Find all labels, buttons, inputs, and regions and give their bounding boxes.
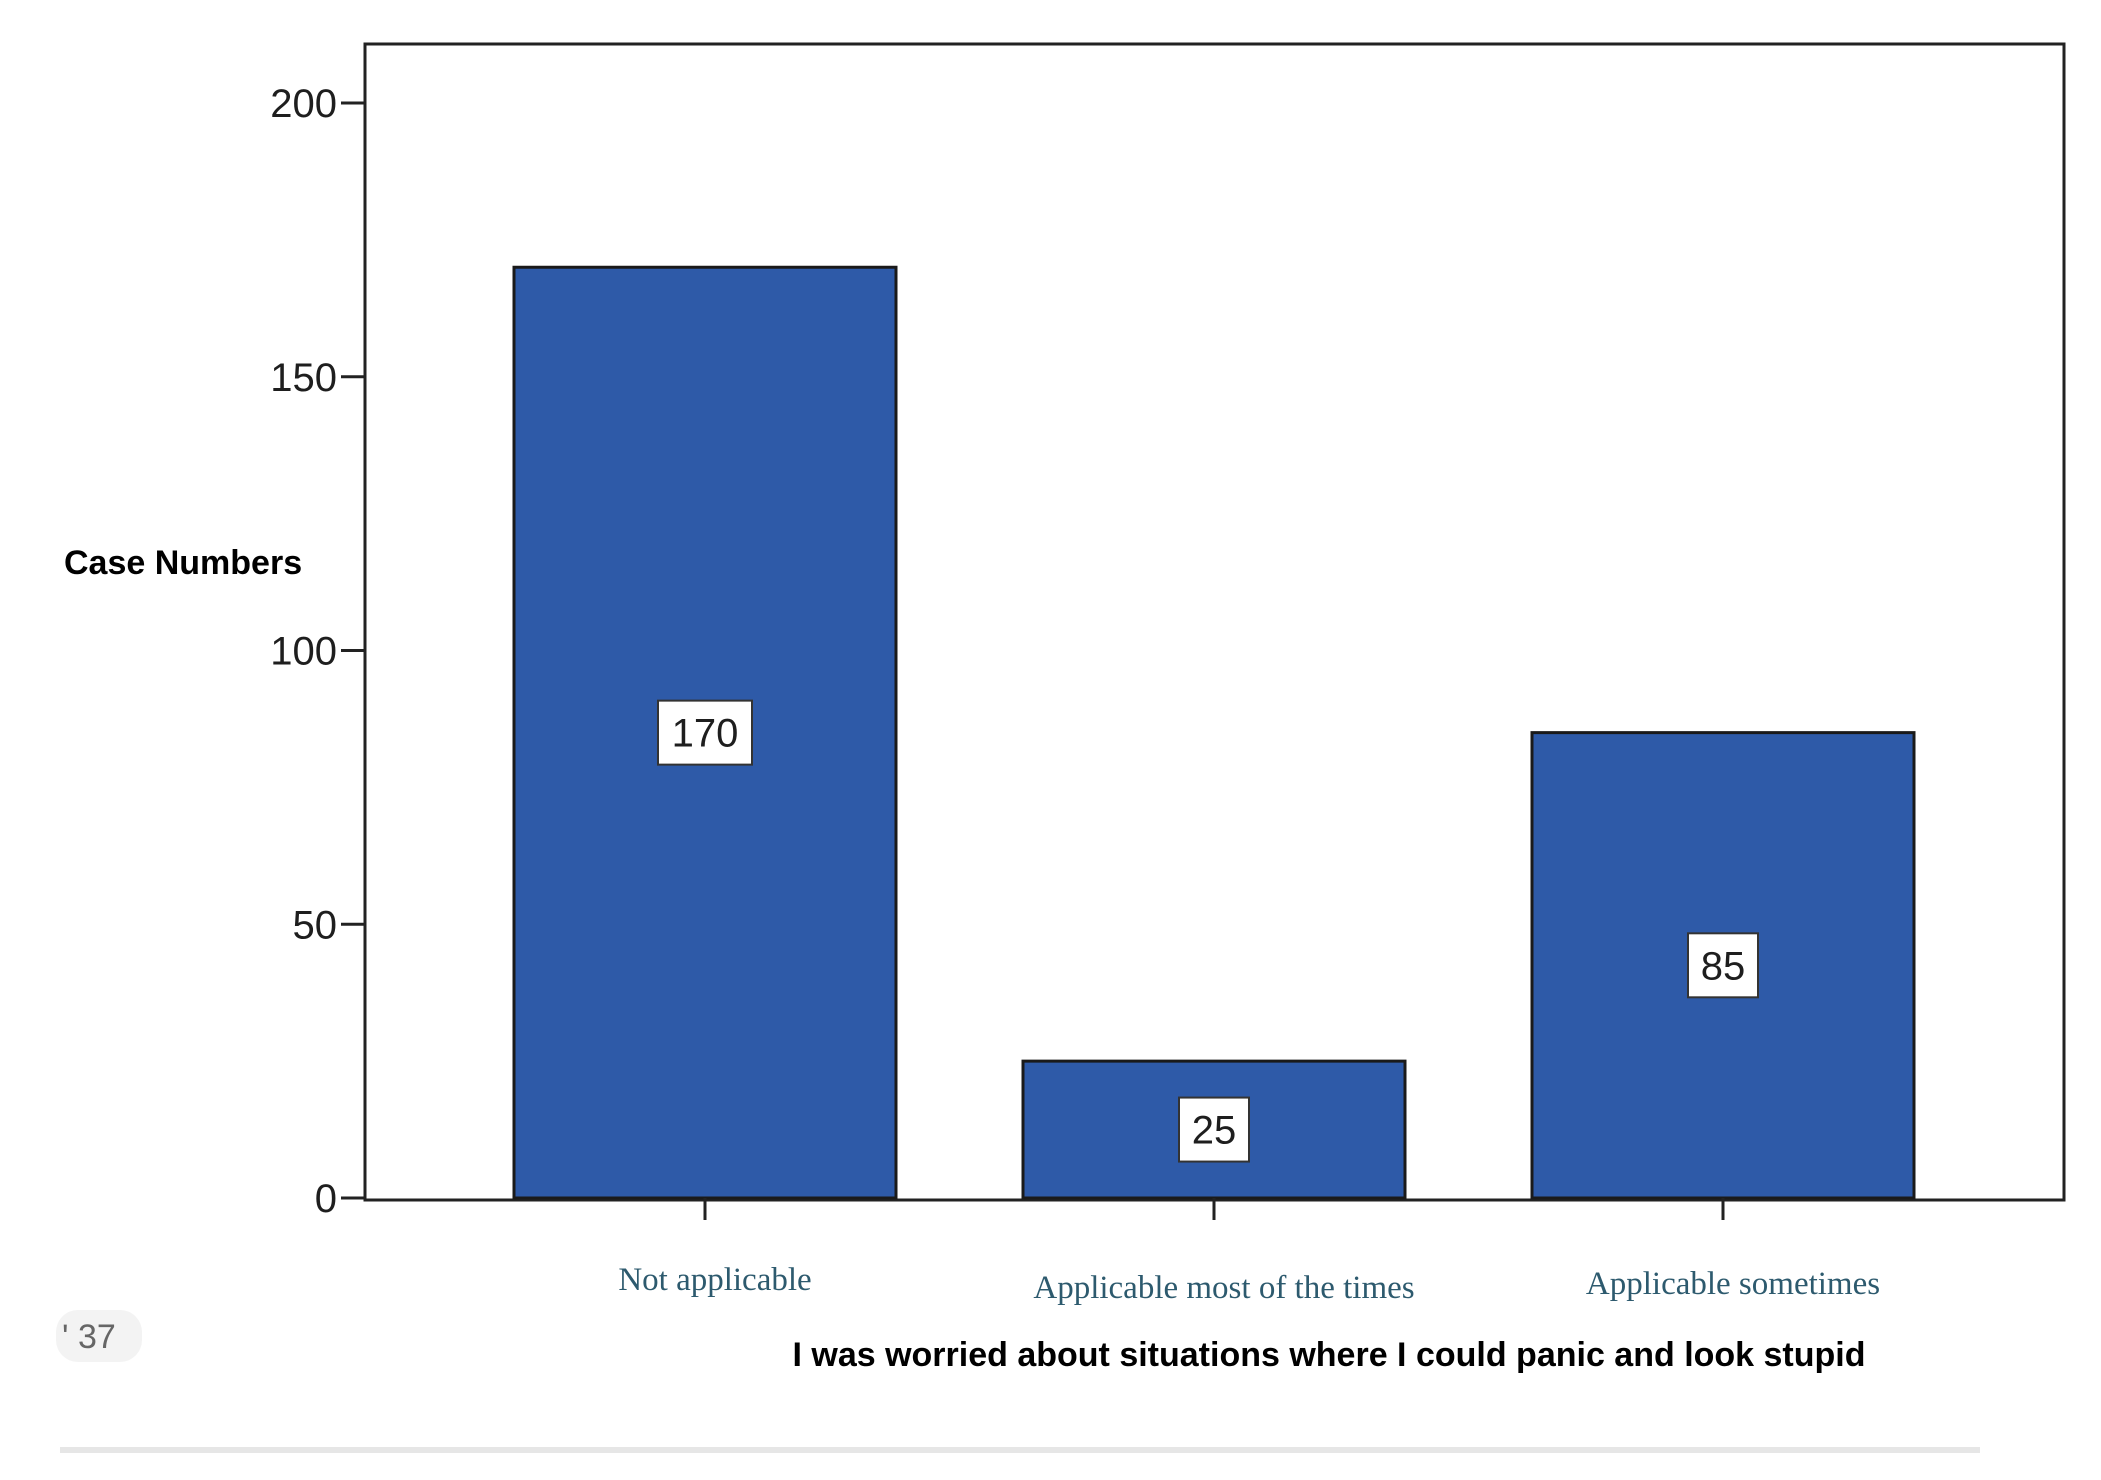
y-tick-label: 0 [315,1177,337,1221]
y-tick-label: 100 [270,630,337,674]
y-axis-label: Case Numbers [64,544,302,582]
x-axis: Not applicable Applicable most of the tim… [618,1198,1880,1306]
data-label: 25 [1192,1109,1237,1153]
page-number-chip: ʹ 37 [56,1310,142,1362]
y-tick-label: 50 [293,903,338,947]
data-label-box [1687,932,1759,999]
page-number-chip-background [56,1310,142,1362]
y-tick-label: 200 [270,82,337,126]
bars: 170 25 85 [512,265,1916,1200]
y-tick-label: 150 [270,356,337,400]
data-label: 85 [1701,944,1746,988]
data-label-box [1178,1096,1250,1163]
page-number: ʹ 37 [62,1318,116,1356]
y-axis: 0 50 100 150 200 [270,82,365,1221]
data-label-box [657,699,753,766]
x-category-label: Applicable most of the times [1033,1270,1414,1306]
x-category-label: Not applicable [618,1262,811,1298]
x-category-label: Applicable sometimes [1586,1266,1880,1302]
x-axis-label: I was worried about situations where I c… [792,1336,1865,1374]
data-label: 170 [672,712,739,756]
